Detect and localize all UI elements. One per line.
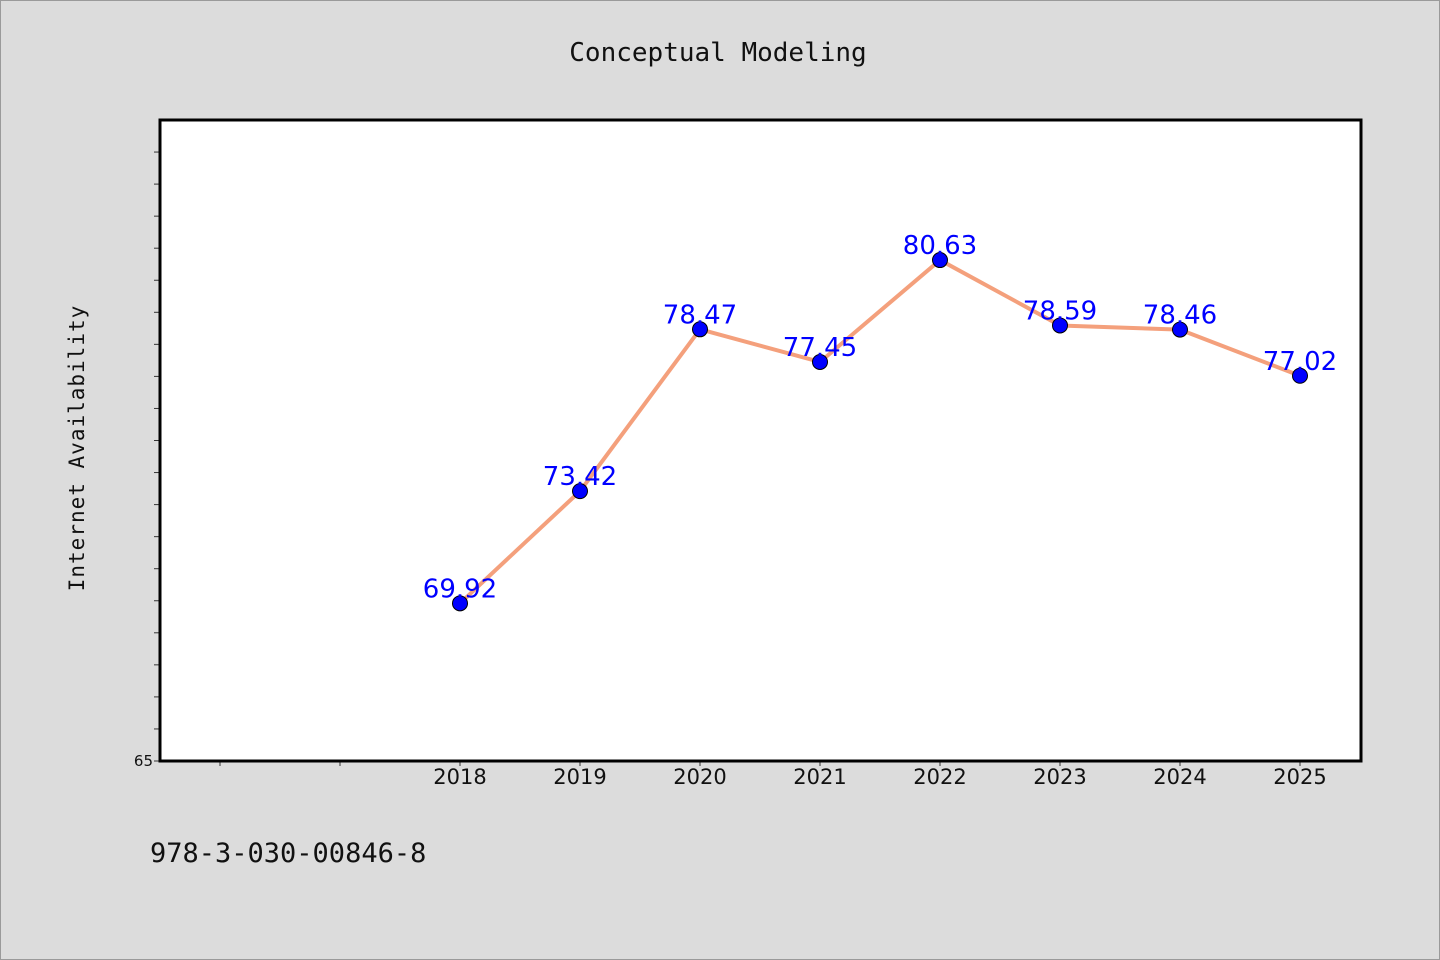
x-tick-label: 2021: [793, 765, 846, 789]
data-label: 69.92: [423, 574, 497, 604]
data-point: [692, 321, 708, 338]
series-line-group: [458, 258, 1302, 606]
data-label: 78.59: [1023, 296, 1097, 326]
data-point: [1172, 321, 1188, 338]
x-tick-label: 2025: [1273, 765, 1326, 789]
series-line-segment: [578, 327, 702, 494]
x-tick-label: 2024: [1153, 765, 1206, 789]
x-tick-label: 2022: [913, 765, 966, 789]
series-line-segment: [938, 258, 1062, 328]
data-point: [812, 353, 828, 370]
y-axis-label: Internet Availability: [65, 305, 89, 592]
data-point: [452, 595, 468, 612]
data-point: [572, 483, 588, 500]
y-tick-label-min: 65: [134, 752, 153, 770]
series-markers: [452, 252, 1308, 612]
x-tick-label: 2023: [1033, 765, 1086, 789]
data-label: 80.63: [903, 231, 977, 261]
x-tick-label: 2019: [553, 765, 606, 789]
series-line-segment: [698, 327, 822, 364]
x-tick-label: 2020: [673, 765, 726, 789]
footer-isbn: 978-3-030-00846-8: [150, 838, 426, 869]
x-axis-tick-labels: 2018 2019 2020 2021 2022 2023 2024 2025: [433, 765, 1326, 789]
plot-area: [160, 120, 1361, 761]
data-label: 78.46: [1143, 301, 1217, 331]
data-point: [932, 252, 948, 269]
data-point: [1292, 367, 1308, 384]
series-line-segment: [1178, 327, 1302, 378]
data-label: 77.02: [1263, 347, 1337, 377]
series-line-segment: [818, 258, 942, 364]
series-line-segment: [1058, 323, 1182, 332]
data-point: [1052, 317, 1068, 334]
plot-border: [158, 118, 1363, 763]
chart-title: Conceptual Modeling: [569, 38, 866, 68]
data-label: 77.45: [783, 333, 857, 363]
data-label: 78.47: [663, 300, 737, 330]
x-tick-label: 2018: [433, 765, 486, 789]
data-label: 73.42: [543, 462, 617, 492]
series-line-segment: [458, 489, 582, 606]
data-labels: 69.92 73.42 78.47 77.45 80.63 78.59 78.46 77.02: [423, 231, 1337, 604]
